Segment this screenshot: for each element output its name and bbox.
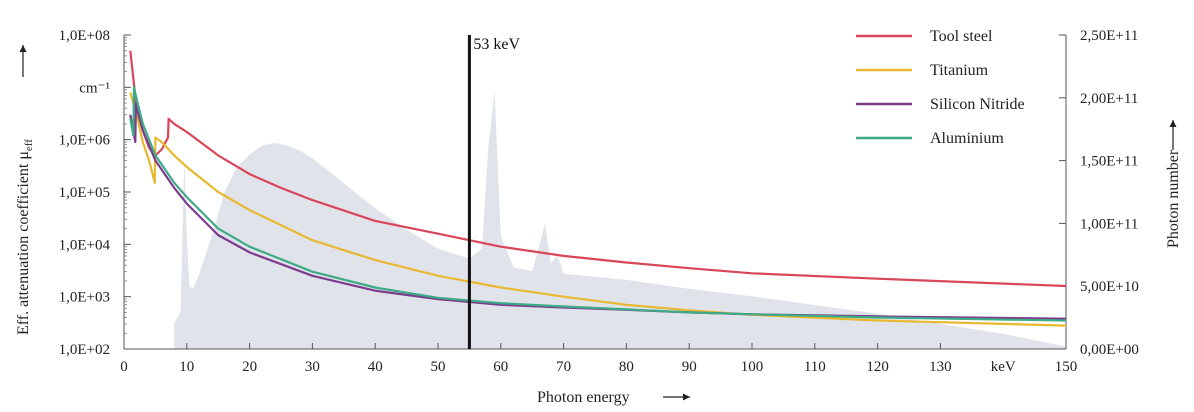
y-right-tick-label: 2,50E+11 (1080, 28, 1138, 44)
y-unit-label: cm⁻¹ (79, 80, 110, 96)
x-axis-title-text: Photon energy (537, 389, 630, 406)
x-axis-title: Photon energy (537, 389, 690, 406)
legend: Tool steel Titanium Silicon Nitride Alumini… (856, 28, 1025, 147)
x-tick-label: 30 (305, 359, 320, 375)
y-left-tick-label: 1,0E+06 (59, 133, 111, 149)
annotation-label: 53 keV (473, 36, 520, 53)
series-line-titanium (129, 92, 1067, 327)
x-tick-label: 20 (242, 359, 257, 375)
y-left-tick-label: 1,0E+02 (59, 342, 110, 358)
x-tick-label: 10 (179, 359, 194, 375)
y-right-axis-title: Photon number (1165, 120, 1182, 248)
y-right-ticks: 0,00E+00 5,00E+10 1,00E+11 1,50E+11 2,00E+11… (1059, 28, 1139, 358)
legend-label: Silicon Nitride (930, 96, 1025, 113)
y-right-arrowhead-icon (1169, 120, 1177, 127)
annotation: 53 keV (467, 35, 521, 349)
legend-label: Aluminium (930, 130, 1004, 147)
y-left-ticks: 1,0E+02 1,0E+03 1,0E+04 1,0E+05 1,0E+06 1,0E+… (59, 28, 131, 358)
y-left-tick-label: 1,0E+05 (59, 185, 110, 201)
series-lines (129, 50, 1067, 327)
y-left-tick-label: 1,0E+03 (59, 290, 110, 306)
legend-label: Tool steel (930, 28, 993, 45)
y-right-tick-label: 1,50E+11 (1080, 154, 1138, 170)
y-left-title-main: Eff. attenuation coefficient μ (15, 151, 32, 335)
x-unit-label: keV (991, 359, 1016, 375)
y-left-axis-title: Eff. attenuation coefficient μeff (15, 45, 35, 335)
y-right-tick-label: 2,00E+11 (1080, 91, 1138, 107)
x-tick-label: 40 (368, 359, 383, 375)
x-tick-label: 120 (866, 359, 889, 375)
y-left-tick-label: 1,0E+08 (59, 28, 110, 44)
photon-spectrum-area (174, 91, 1066, 349)
y-left-axis-title-text: Eff. attenuation coefficient μeff (15, 139, 35, 335)
x-tick-label: 50 (431, 359, 446, 375)
y-left-tick-label: 1,0E+04 (59, 237, 111, 253)
x-tick-label: 100 (741, 359, 764, 375)
series-line-aluminium (129, 86, 1067, 322)
y-right-tick-label: 0,00E+00 (1080, 342, 1139, 358)
x-ticks: 0 10 20 30 40 50 60 70 80 90 100 110 120 130 150 (120, 343, 1077, 375)
x-tick-label: 90 (682, 359, 697, 375)
x-tick-label: 80 (619, 359, 634, 375)
x-tick-label: 130 (929, 359, 952, 375)
y-right-tick-label: 5,00E+10 (1080, 279, 1139, 295)
y-left-title-subscript: eff (23, 139, 35, 151)
x-tick-label: 70 (556, 359, 571, 375)
x-tick-label: 0 (120, 359, 128, 375)
photon-spectrum-fill (174, 91, 1066, 349)
x-tick-label: 110 (804, 359, 826, 375)
x-tick-label: 150 (1055, 359, 1078, 375)
y-right-tick-label: 1,00E+11 (1080, 216, 1138, 232)
x-axis-arrowhead-icon (683, 393, 690, 401)
x-tick-label: 60 (493, 359, 508, 375)
y-right-axis-title-text: Photon number (1165, 149, 1182, 248)
legend-label: Titanium (930, 62, 989, 79)
y-left-arrowhead-icon (19, 45, 27, 52)
